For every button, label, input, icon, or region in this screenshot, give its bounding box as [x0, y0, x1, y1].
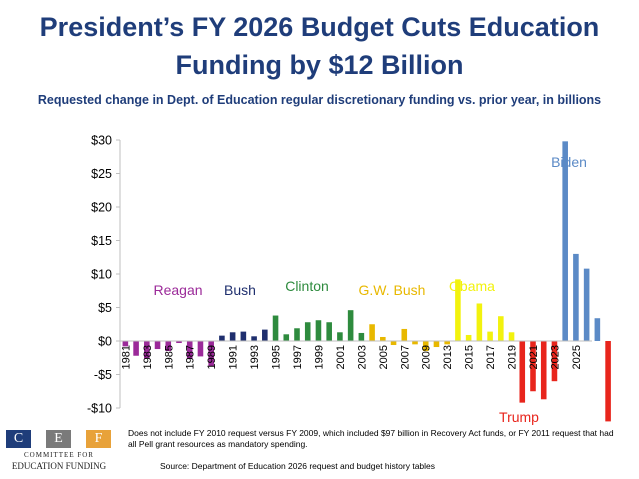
bar: [401, 328, 408, 341]
bar: [444, 341, 450, 345]
source-note: Source: Department of Education 2026 req…: [160, 461, 436, 471]
chart-subtitle: Requested change in Dept. of Education r…: [37, 93, 602, 107]
x-tick-label: 1983: [142, 345, 154, 369]
x-tick-label: 2005: [378, 345, 390, 369]
chart-title-line-2: Funding by $12 Billion: [175, 50, 464, 80]
logo-letter-f: F: [86, 430, 111, 448]
logo-letter-e: E: [46, 430, 71, 448]
footnote: Does not include FY 2010 request versus …: [128, 428, 614, 449]
y-tick-label: $10: [91, 268, 112, 282]
bar: [519, 341, 526, 403]
bar: [294, 328, 300, 341]
x-tick-label: 1993: [249, 345, 261, 369]
y-tick-label: $5: [98, 301, 112, 315]
bar: [562, 141, 568, 341]
x-tick-label: 2025: [571, 345, 583, 369]
y-tick-label: -$10: [87, 402, 112, 416]
bar: [498, 316, 504, 341]
bar: [154, 341, 161, 350]
bar: [455, 279, 461, 341]
y-tick-label: $25: [91, 167, 112, 181]
bar: [540, 341, 547, 400]
bar: [337, 332, 343, 341]
y-tick-label: $15: [91, 234, 112, 248]
x-tick-label: 2019: [507, 345, 519, 369]
administration-label: Clinton: [285, 278, 329, 294]
bar: [197, 341, 204, 357]
x-tick-label: 1981: [120, 345, 132, 369]
bar: [476, 303, 483, 341]
cef-logo: C E F COMMITTEE FOR EDUCATION FUNDING: [4, 430, 114, 476]
bar: [326, 322, 332, 341]
bar: [594, 318, 601, 341]
bar: [176, 341, 182, 344]
y-tick-label: $30: [91, 134, 112, 148]
x-tick-label: 1995: [271, 345, 283, 369]
bar: [219, 335, 225, 341]
logo-text-line-1: COMMITTEE FOR: [24, 451, 94, 459]
bar: [272, 315, 279, 341]
bar: [465, 334, 472, 341]
bar: [240, 331, 247, 341]
bar: [573, 253, 579, 341]
bar: [358, 332, 365, 341]
bar: [412, 341, 418, 345]
bar: [551, 341, 558, 382]
x-tick-label: 1985: [163, 345, 175, 369]
bar: [508, 332, 515, 341]
administration-label: Reagan: [153, 282, 202, 298]
x-tick-label: 1987: [185, 345, 197, 369]
administration-label: G.W. Bush: [359, 282, 426, 298]
y-tick-label: -$5: [94, 368, 112, 382]
bar: [262, 329, 268, 341]
x-tick-label: 1999: [313, 345, 325, 369]
bar: [369, 324, 375, 341]
x-tick-label: 2023: [549, 345, 561, 369]
y-tick-label: $20: [91, 201, 112, 215]
bar: [208, 341, 214, 367]
bar: [122, 341, 129, 347]
logo-letter-c: C: [6, 430, 31, 448]
x-tick-label: 2007: [399, 345, 411, 369]
bar: [583, 268, 590, 341]
administration-label: Biden: [551, 154, 587, 170]
bar: [229, 332, 236, 341]
administration-label: Obama: [449, 278, 495, 294]
bar: [133, 341, 139, 356]
x-tick-label: 2001: [335, 345, 347, 369]
bar: [304, 322, 311, 341]
x-tick-label: 2009: [421, 345, 433, 369]
administration-label: Trump: [499, 409, 539, 425]
x-tick-label: 1991: [228, 345, 240, 369]
bar: [433, 341, 440, 348]
y-tick-label: $0: [98, 335, 112, 349]
logo-text-line-2: EDUCATION FUNDING: [11, 461, 107, 471]
bar: [144, 341, 150, 359]
bar: [530, 341, 536, 392]
bar: [165, 341, 172, 352]
bar: [487, 331, 493, 341]
x-tick-label: 2015: [464, 345, 476, 369]
x-tick-label: 2003: [356, 345, 368, 369]
bar: [605, 341, 611, 422]
x-tick-label: 2021: [528, 345, 540, 369]
chart-title-line-1: President’s FY 2026 Budget Cuts Educatio…: [39, 12, 600, 42]
bar: [315, 320, 322, 341]
bar: [380, 336, 386, 341]
bar: [283, 334, 290, 341]
x-tick-label: 2017: [485, 345, 497, 369]
x-tick-label: 1989: [206, 345, 218, 369]
administration-label: Bush: [224, 282, 256, 298]
x-tick-label: 1997: [292, 345, 304, 369]
bar: [251, 336, 257, 341]
bar: [186, 341, 193, 360]
x-tick-label: 2013: [442, 345, 454, 369]
bar: [347, 310, 354, 341]
bar: [422, 341, 429, 352]
bar: [390, 341, 397, 346]
